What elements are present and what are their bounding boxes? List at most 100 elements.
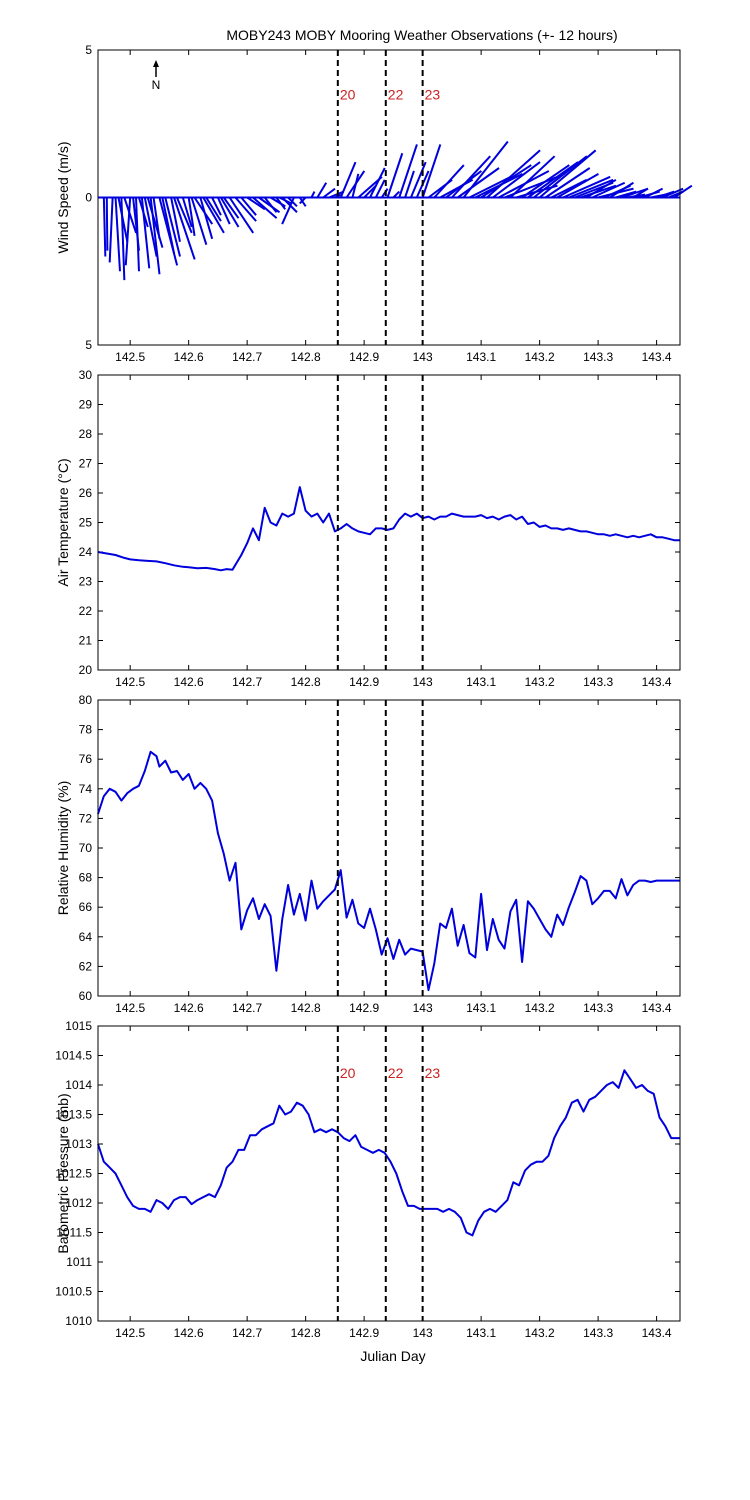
wind-vector <box>222 196 240 219</box>
x-tick-label: 143 <box>413 1326 433 1340</box>
x-tick-label: 142.6 <box>174 350 204 364</box>
wind-vector <box>334 193 342 199</box>
wind-vector <box>246 196 266 211</box>
wind-vector <box>120 197 126 281</box>
panel-barometric_pressure: 1010 1010.5 1011 1011.5 1012 1012.5 1013 1013.5… <box>55 1019 681 1340</box>
wind-vector <box>462 140 509 199</box>
wind-vector <box>562 175 611 199</box>
wind-vector <box>158 197 179 266</box>
wind-vector <box>216 197 231 225</box>
y-tick-label: 1011.5 <box>56 1226 92 1240</box>
y-tick-label: 1013 <box>65 1137 92 1151</box>
x-tick-label: 143 <box>413 1001 433 1015</box>
wind-vector <box>410 161 427 198</box>
wind-vector <box>656 190 675 199</box>
y-tick-label: 1010.5 <box>55 1285 92 1299</box>
x-tick-label: 142.7 <box>232 1326 262 1340</box>
x-tick-label: 142.6 <box>174 675 204 689</box>
wind-vector <box>421 144 442 198</box>
wind-vector <box>392 190 400 199</box>
y-tick-label: 80 <box>79 693 93 707</box>
wind-vector <box>486 149 541 199</box>
x-tick-label: 142.6 <box>174 1326 204 1340</box>
wind-vector <box>102 197 107 257</box>
y-tick-label: 66 <box>79 900 93 914</box>
series-line-air_temperature <box>97 486 680 572</box>
wind-vector <box>591 181 626 199</box>
wind-vector <box>369 167 386 198</box>
y-axis-label: Barometric Pressure (mb) <box>55 1093 71 1253</box>
x-tick-label: 143 <box>413 675 433 689</box>
wind-vector <box>580 184 617 199</box>
wind-vector <box>521 164 570 199</box>
wind-vector <box>252 196 278 219</box>
x-tick-label: 142.7 <box>232 675 262 689</box>
x-tick-label: 142.9 <box>349 350 379 364</box>
y-tick-label: 72 <box>79 811 93 825</box>
figure-title: MOBY243 MOBY Mooring Weather Observation… <box>226 27 617 43</box>
wind-vector <box>585 178 617 199</box>
y-tick-label: 30 <box>79 368 93 382</box>
x-tick-label: 143.1 <box>466 1326 496 1340</box>
wind-vector <box>152 197 161 239</box>
wind-vector <box>550 178 588 199</box>
wind-vector <box>310 191 316 198</box>
wind-vector <box>351 173 360 198</box>
wind-vector <box>386 152 404 198</box>
panel-frame <box>97 374 681 671</box>
x-tick-label: 143.4 <box>642 1326 672 1340</box>
wind-vector <box>228 196 255 234</box>
wind-vector <box>170 197 181 242</box>
panel-frame <box>97 699 681 997</box>
y-tick-label: 74 <box>79 782 93 796</box>
wind-vector <box>644 187 664 199</box>
wind-vector <box>202 196 225 234</box>
wind-vector <box>105 197 109 251</box>
x-tick-label: 142.5 <box>115 1001 145 1015</box>
panel-air_temperature: 20 21 22 23 24 25 26 27 28 29 30 142.5 142.6 142.7 142… <box>55 368 681 689</box>
y-tick-label: 78 <box>79 723 93 737</box>
wind-vector <box>143 197 158 257</box>
x-tick-label: 142.8 <box>291 1326 321 1340</box>
wind-vector <box>205 196 222 222</box>
y-tick-label: 1013.5 <box>55 1108 92 1122</box>
wind-vector <box>211 197 222 216</box>
y-tick-label: 70 <box>79 841 93 855</box>
north-arrow-head <box>153 60 159 67</box>
wind-vector <box>146 197 164 248</box>
wind-vector <box>124 197 132 266</box>
wind-vector <box>108 197 114 263</box>
y-tick-label: 76 <box>79 752 93 766</box>
panel-relative_humidity: 60 62 64 66 68 70 72 74 76 78 80 142.5 142.6 142.7 142… <box>55 693 681 1015</box>
wind-vector <box>544 167 591 199</box>
y-tick-label: 1015 <box>65 1019 92 1033</box>
y-tick-label: 22 <box>79 604 93 618</box>
panel-frame <box>97 49 681 346</box>
y-tick-label: 23 <box>79 575 93 589</box>
x-tick-label: 143.4 <box>642 675 672 689</box>
x-tick-label: 143.1 <box>466 675 496 689</box>
x-tick-label: 142.9 <box>349 675 379 689</box>
y-tick-label: 27 <box>79 457 93 471</box>
wind-vector <box>299 196 307 205</box>
wind-vector <box>328 190 345 199</box>
x-tick-label: 143.1 <box>466 350 496 364</box>
x-tick-label: 142.8 <box>291 1001 321 1015</box>
wind-vector <box>135 197 140 272</box>
wind-vector <box>398 144 418 198</box>
wind-vector <box>258 196 281 214</box>
x-tick-label: 143.3 <box>583 1326 613 1340</box>
x-tick-label: 142.7 <box>232 1001 262 1015</box>
x-tick-label: 142.9 <box>349 1001 379 1015</box>
x-tick-label: 143 <box>413 350 433 364</box>
wind-vector <box>181 197 193 228</box>
x-axis-label: Julian Day <box>360 1348 425 1364</box>
wind-vector <box>433 164 465 199</box>
y-tick-label: 1014.5 <box>55 1049 92 1063</box>
y-tick-label: 20 <box>79 663 93 677</box>
series-line-barometric_pressure <box>97 1069 680 1237</box>
wind-vector <box>275 196 287 210</box>
wind-vector <box>234 196 257 222</box>
wind-vector <box>176 197 193 234</box>
event-marker-label: 22 <box>388 1065 404 1081</box>
